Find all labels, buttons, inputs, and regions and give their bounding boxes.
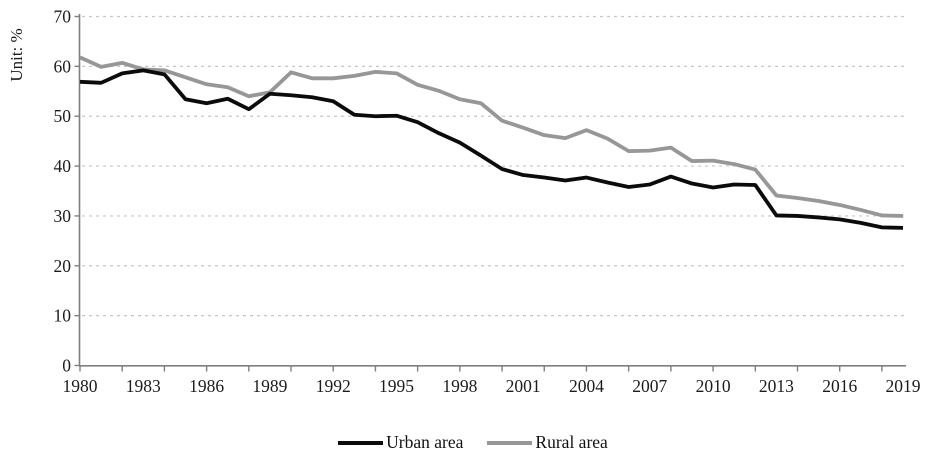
x-tick-label: 2010 (696, 376, 731, 396)
y-tick-label: 50 (54, 106, 72, 126)
x-tick-label: 2016 (822, 376, 857, 396)
x-tick-label: 1980 (63, 376, 98, 396)
y-tick-label: 70 (54, 7, 72, 27)
x-axis-ticks (79, 366, 883, 372)
x-tick-label: 1992 (316, 376, 351, 396)
gridlines (82, 15, 906, 317)
y-axis-ticks: 0 10 20 30 40 50 60 70 (54, 7, 80, 376)
legend-item-urban: Urban area (338, 432, 463, 453)
x-tick-label: 1986 (189, 376, 224, 396)
urban-area-line (79, 68, 904, 230)
y-tick-label: 10 (54, 306, 72, 326)
y-tick-label: 40 (54, 156, 72, 176)
chart-legend: Urban area Rural area (0, 432, 946, 453)
legend-label-urban: Urban area (386, 432, 464, 452)
y-tick-label: 20 (54, 256, 72, 276)
legend-swatch-rural (487, 440, 533, 445)
y-tick-label: 30 (54, 206, 72, 226)
legend-swatch-urban (338, 440, 384, 445)
y-tick-label: 60 (54, 56, 72, 76)
x-tick-label: 2004 (569, 376, 604, 396)
y-tick-label: 0 (62, 356, 71, 376)
x-tick-label: 1989 (252, 376, 287, 396)
rural-area-line (79, 55, 904, 218)
x-tick-label: 2007 (632, 376, 667, 396)
y-axis-unit-label: Unit: % (7, 28, 26, 81)
x-tick-label: 1983 (126, 376, 161, 396)
x-axis-labels: 1980 1983 1986 1989 1992 1995 1998 2001 2004 2007… (63, 376, 921, 396)
legend-item-rural: Rural area (487, 432, 608, 453)
x-tick-label: 1998 (442, 376, 477, 396)
x-tick-label: 2019 (886, 376, 921, 396)
x-tick-label: 2013 (759, 376, 794, 396)
legend-label-rural: Rural area (535, 432, 608, 452)
x-tick-label: 1995 (379, 376, 414, 396)
x-tick-label: 2001 (506, 376, 541, 396)
